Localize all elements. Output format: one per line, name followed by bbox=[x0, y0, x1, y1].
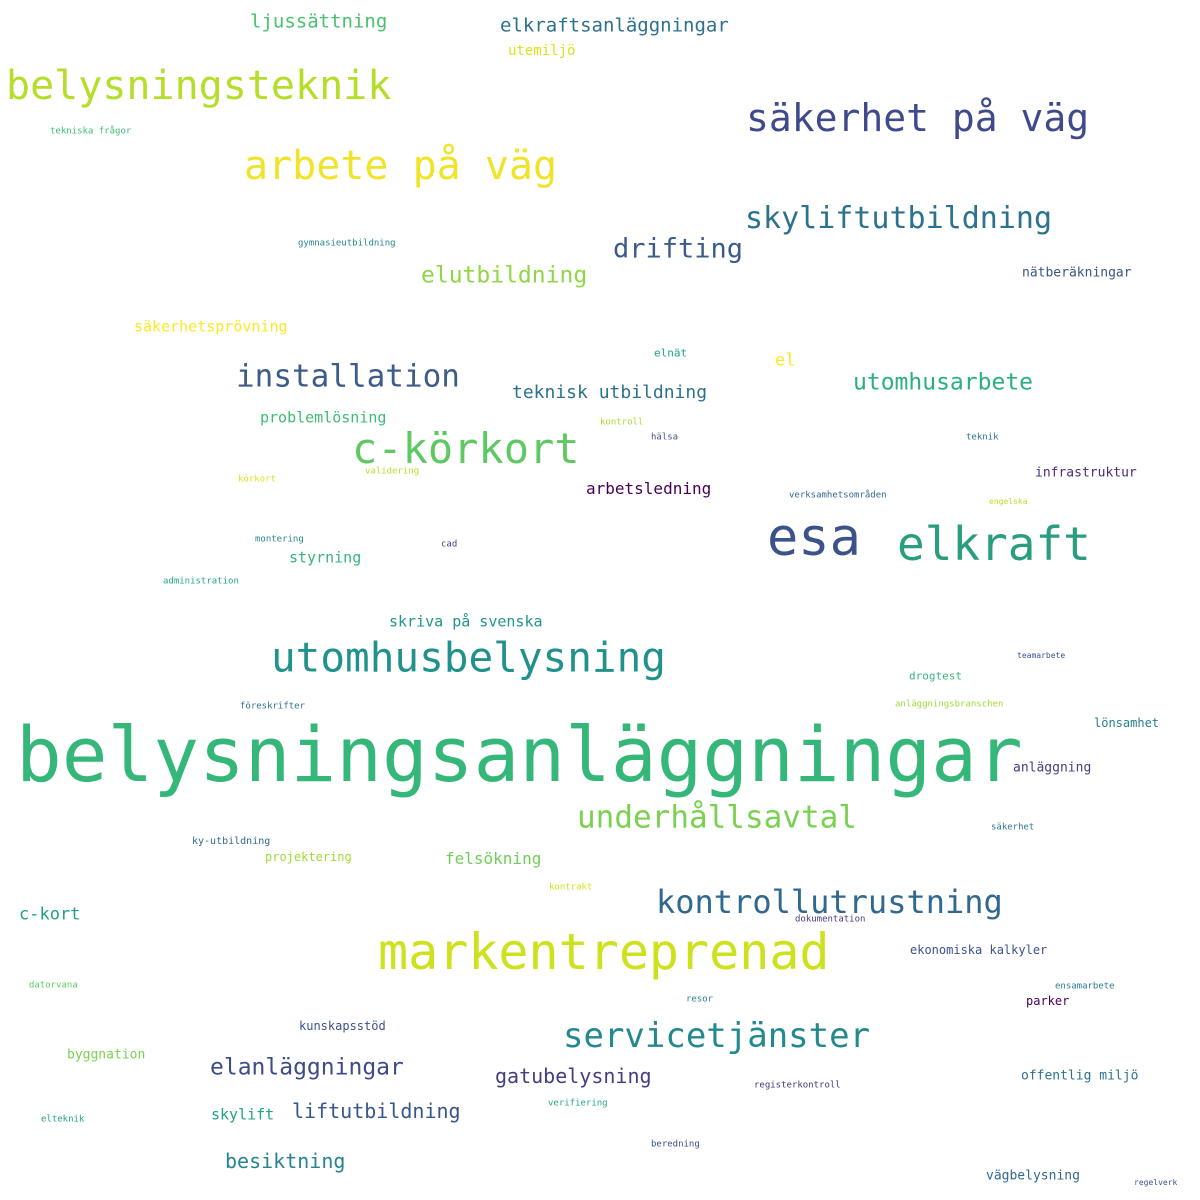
word-cloud-word: ekonomiska kalkyler bbox=[910, 943, 1048, 957]
word-cloud-word: regelverk bbox=[1134, 1178, 1178, 1187]
word-cloud-word: arbetsledning bbox=[586, 479, 712, 498]
word-cloud-word: byggnation bbox=[67, 1047, 146, 1063]
word-cloud-word: elnät bbox=[654, 346, 688, 360]
word-cloud-word: teamarbete bbox=[1017, 651, 1066, 660]
word-cloud-word: teknik bbox=[966, 432, 999, 443]
word-cloud-word: elutbildning bbox=[421, 262, 588, 289]
word-cloud-word: kontrollutrustning bbox=[656, 883, 1003, 921]
word-cloud-word: gymnasieutbildning bbox=[298, 238, 396, 249]
word-cloud-word: utomhusbelysning bbox=[271, 633, 666, 682]
word-cloud-word: skriva på svenska bbox=[389, 612, 543, 631]
word-cloud-word: nätberäkningar bbox=[1022, 265, 1132, 281]
word-cloud-word: servicetjänster bbox=[563, 1016, 871, 1056]
word-cloud-word: cad bbox=[441, 539, 458, 550]
word-cloud-word: hälsa bbox=[651, 432, 679, 443]
word-cloud-word: föreskrifter bbox=[240, 701, 306, 712]
word-cloud-word: resor bbox=[686, 994, 714, 1005]
word-cloud-word: vägbelysning bbox=[986, 1168, 1080, 1184]
word-cloud-word: anläggning bbox=[1013, 760, 1092, 776]
word-cloud-word: dokumentation bbox=[795, 914, 866, 925]
word-cloud-word: drogtest bbox=[909, 669, 962, 683]
word-cloud-word: liftutbildning bbox=[292, 1099, 461, 1123]
word-cloud-word: datorvana bbox=[29, 980, 78, 991]
word-cloud-word: skylift bbox=[211, 1105, 275, 1124]
word-cloud-word: markentreprenad bbox=[378, 923, 830, 981]
word-cloud-word: elkraftsanläggningar bbox=[500, 14, 729, 37]
word-cloud-word: felsökning bbox=[445, 849, 542, 868]
word-cloud-word: offentlig miljö bbox=[1021, 1068, 1139, 1084]
word-cloud-word: ljussättning bbox=[250, 10, 388, 33]
word-cloud-word: elteknik bbox=[41, 1114, 85, 1125]
word-cloud-word: el bbox=[775, 350, 796, 371]
word-cloud-word: utomhusarbete bbox=[853, 369, 1034, 396]
word-cloud-word: installation bbox=[236, 358, 460, 395]
word-cloud-word: ensamarbete bbox=[1055, 981, 1115, 992]
word-cloud-word: administration bbox=[163, 576, 239, 587]
word-cloud-word: gatubelysning bbox=[495, 1064, 652, 1088]
word-cloud-word: körkort bbox=[238, 474, 276, 485]
word-cloud-word: styrning bbox=[289, 548, 362, 567]
word-cloud-word: projektering bbox=[265, 850, 352, 864]
word-cloud-word: utemiljö bbox=[508, 43, 576, 59]
word-cloud-word: arbete på väg bbox=[244, 143, 558, 189]
word-cloud-word: anläggningsbranschen bbox=[895, 699, 1004, 710]
word-cloud-word: beredning bbox=[651, 1139, 700, 1150]
word-cloud-word: verifiering bbox=[548, 1098, 608, 1109]
word-cloud-word: säkerhet bbox=[991, 822, 1035, 833]
word-cloud-word: kunskapsstöd bbox=[299, 1019, 386, 1033]
word-cloud-word: problemlösning bbox=[260, 408, 387, 427]
word-cloud-word: elkraft bbox=[897, 517, 1091, 571]
word-cloud-word: parker bbox=[1026, 994, 1070, 1008]
word-cloud-word: engelska bbox=[989, 497, 1028, 506]
word-cloud-word: drifting bbox=[613, 233, 744, 265]
word-cloud-word: esa bbox=[767, 508, 861, 568]
word-cloud-word: säkerhet på väg bbox=[746, 96, 1090, 140]
word-cloud-word: skyliftutbildning bbox=[745, 201, 1053, 236]
word-cloud-word: teknisk utbildning bbox=[512, 382, 708, 403]
word-cloud-word: ky-utbildning bbox=[192, 836, 271, 847]
word-cloud-word: c-kort bbox=[19, 904, 81, 925]
word-cloud-word: lönsamhet bbox=[1094, 716, 1160, 730]
word-cloud-word: besiktning bbox=[225, 1149, 346, 1173]
word-cloud-word: kontrakt bbox=[549, 882, 593, 893]
word-cloud-word: infrastruktur bbox=[1035, 465, 1137, 481]
word-cloud-word: säkerhetsprövning bbox=[134, 317, 288, 336]
word-cloud-word: registerkontroll bbox=[754, 1080, 841, 1091]
word-cloud-word: validering bbox=[365, 466, 420, 477]
word-cloud-word: verksamhetsområden bbox=[789, 490, 887, 501]
word-cloud-word: montering bbox=[255, 534, 304, 545]
word-cloud-word: c-körkort bbox=[352, 424, 580, 473]
word-cloud-word: kontroll bbox=[600, 417, 644, 428]
word-cloud-word: belysningsanläggningar bbox=[16, 710, 1023, 799]
word-cloud-word: belysningsteknik bbox=[6, 63, 392, 109]
word-cloud-word: tekniska frågor bbox=[50, 126, 132, 137]
word-cloud-word: underhållsavtal bbox=[577, 799, 857, 836]
word-cloud-word: elanläggningar bbox=[210, 1054, 404, 1081]
